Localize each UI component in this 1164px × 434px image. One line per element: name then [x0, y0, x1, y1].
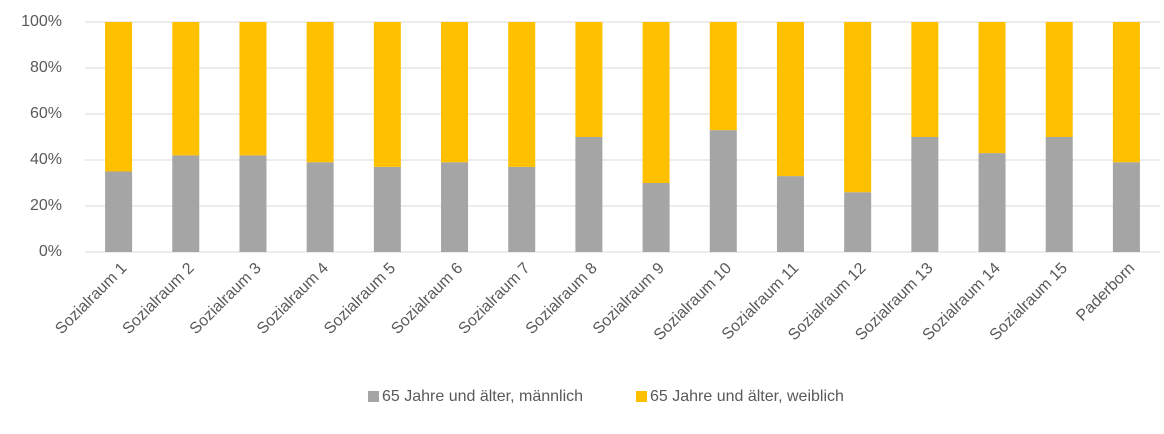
legend-swatch: [368, 391, 379, 402]
legend-label: 65 Jahre und älter, männlich: [382, 388, 583, 405]
y-tick-label: 80%: [30, 59, 62, 76]
bar-segment: [373, 22, 401, 167]
y-tick-label: 40%: [30, 151, 62, 168]
bar-segment: [1112, 22, 1140, 163]
bar-segment: [373, 166, 401, 252]
bar-segment: [105, 171, 133, 252]
y-tick-label: 100%: [21, 13, 62, 30]
bar-segment: [239, 155, 267, 252]
bar-segment: [105, 22, 133, 172]
bar-segment: [911, 22, 939, 137]
bar-segment: [642, 183, 670, 252]
bar-segment: [709, 130, 737, 252]
bar-segment: [441, 22, 469, 163]
bar-segment: [508, 22, 536, 167]
bar-segment: [978, 153, 1006, 252]
bar-segment: [776, 22, 804, 177]
bar-segment: [709, 22, 737, 131]
y-tick-label: 20%: [30, 197, 62, 214]
y-tick-label: 0%: [39, 243, 62, 260]
bar-segment: [844, 192, 872, 252]
legend-label: 65 Jahre und älter, weiblich: [650, 388, 844, 405]
bar-segment: [1112, 162, 1140, 252]
legend-swatch: [636, 391, 647, 402]
bar-segment: [306, 162, 334, 252]
bar-segment: [172, 155, 200, 252]
bar-segment: [441, 162, 469, 252]
bar-segment: [508, 166, 536, 252]
bar-segment: [776, 176, 804, 252]
y-tick-label: 60%: [30, 105, 62, 122]
bar-segment: [1045, 22, 1073, 137]
x-tick-label: Paderborn: [1073, 260, 1138, 325]
bar-segment: [642, 22, 670, 183]
bar-segment: [911, 137, 939, 252]
bar-segment: [844, 22, 872, 193]
bar-segment: [172, 22, 200, 156]
bar-segment: [978, 22, 1006, 154]
bar-segment: [575, 137, 603, 252]
bar-segment: [306, 22, 334, 163]
bar-segment: [1045, 137, 1073, 252]
bar-segment: [575, 22, 603, 137]
bar-segment: [239, 22, 267, 156]
